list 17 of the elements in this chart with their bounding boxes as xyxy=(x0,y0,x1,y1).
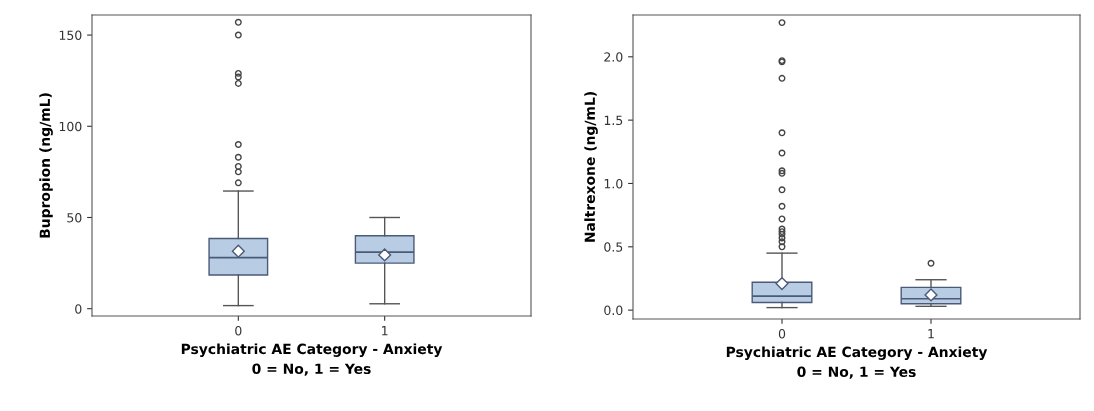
y-tick-label: 0.5 xyxy=(604,242,623,252)
x-axis-title: Psychiatric AE Category - Anxiety 0 = No, 1 = Yes xyxy=(726,346,988,379)
y-tick-label: 150 xyxy=(59,30,82,40)
y-tick-label: 1.5 xyxy=(604,115,623,126)
x-axis-title: Psychiatric AE Category - Anxiety 0 = No, 1 = Yes xyxy=(181,343,443,376)
x-tick-label: 1 xyxy=(382,326,388,336)
y-tick-label: 100 xyxy=(59,121,82,132)
y-axis-title: Bupropion (ng/mL) xyxy=(39,93,53,238)
y-tick-label: 0 xyxy=(75,304,82,314)
y-tick-label: 1.0 xyxy=(604,178,623,189)
y-tick-label: 50 xyxy=(67,212,82,223)
x-tick-label: 1 xyxy=(928,329,934,339)
y-axis-title: Naltrexone (ng/mL) xyxy=(584,92,598,242)
x-tick-label: 0 xyxy=(235,325,242,336)
y-tick-label: 2.0 xyxy=(604,52,623,62)
y-tick-label: 0.0 xyxy=(604,305,623,316)
x-tick-label: 0 xyxy=(778,328,786,339)
